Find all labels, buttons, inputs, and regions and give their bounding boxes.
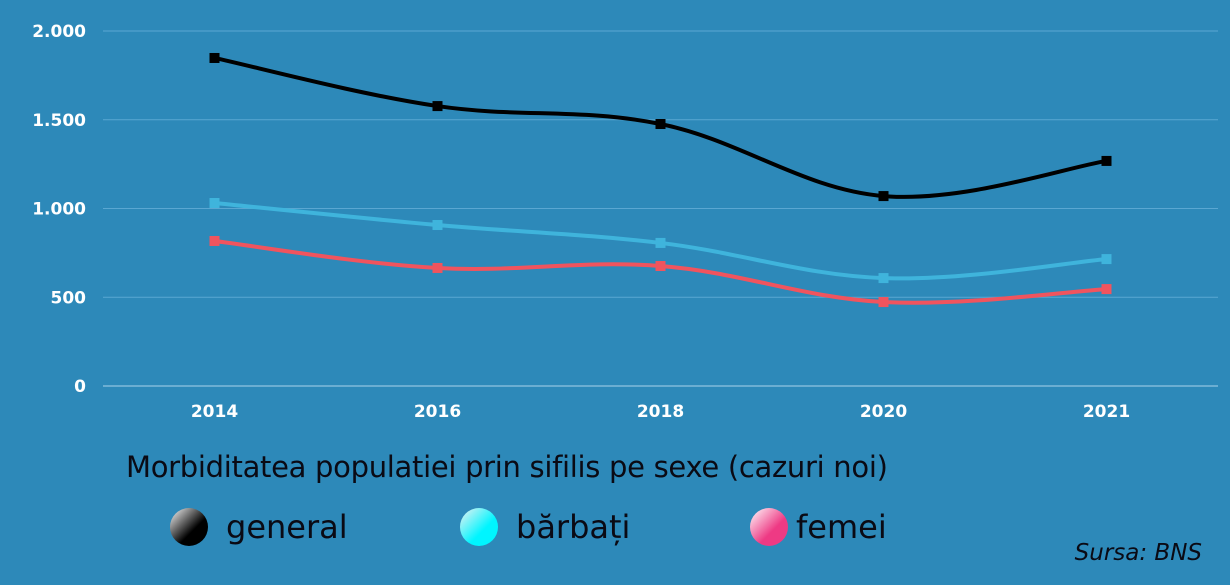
x-tick-label: 2021: [1083, 402, 1130, 422]
data-point-marker: [209, 52, 220, 63]
source-note: Sursa: BNS: [1074, 540, 1202, 566]
y-tick-label: 500: [51, 288, 87, 308]
legend-item-femei: femei: [750, 508, 887, 546]
legend-marker-femei-icon: [750, 508, 788, 546]
x-tick-label: 2014: [191, 402, 238, 422]
chart-title: Morbiditatea populatiei prin sifilis pe …: [126, 450, 888, 484]
data-point-marker: [655, 261, 666, 272]
y-tick-label: 1.000: [32, 200, 86, 220]
data-point-marker: [655, 119, 666, 130]
y-tick-label: 0: [74, 377, 86, 397]
legend-label: general: [226, 508, 348, 546]
series-line-femei: [212, 238, 1109, 305]
x-tick-label: 2020: [860, 402, 907, 422]
data-point-marker: [1101, 254, 1112, 265]
legend-item-general: general: [170, 508, 348, 546]
x-tick-label: 2016: [414, 402, 461, 422]
data-point-marker: [1101, 284, 1112, 295]
y-tick-label: 2.000: [32, 22, 86, 42]
data-point-marker: [1101, 155, 1112, 166]
data-point-marker: [878, 191, 889, 202]
data-point-marker: [432, 262, 443, 273]
legend-item-barbati: bărbați: [460, 508, 630, 546]
legend-marker-general-icon: [170, 508, 208, 546]
data-point-marker: [655, 237, 666, 248]
x-tick-label: 2018: [637, 402, 684, 422]
y-tick-label: 1.500: [32, 111, 86, 131]
data-point-marker: [878, 297, 889, 308]
legend-marker-barbati-icon: [460, 508, 498, 546]
data-point-marker: [432, 220, 443, 231]
data-point-marker: [432, 101, 443, 112]
legend-label: bărbați: [516, 508, 631, 546]
data-point-marker: [878, 273, 889, 284]
data-point-marker: [209, 197, 220, 208]
legend-label: femei: [796, 508, 887, 546]
data-point-marker: [209, 235, 220, 246]
